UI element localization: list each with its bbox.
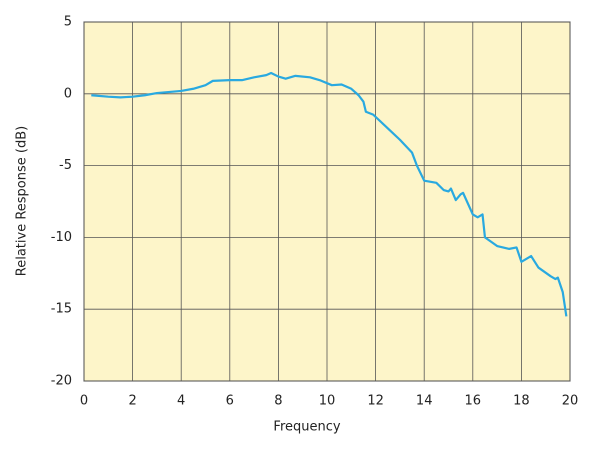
y-tick-label: -15 (51, 302, 72, 317)
x-tick-label: 6 (226, 394, 234, 409)
x-tick-label: 2 (128, 394, 136, 409)
y-tick-label: -10 (51, 230, 72, 245)
data-line (91, 71, 568, 317)
y-tick-label: 5 (64, 15, 72, 30)
x-tick-label: 16 (465, 394, 482, 409)
y-axis-label: Relative Response (dB) (15, 126, 30, 276)
x-tick-label: 4 (177, 394, 185, 409)
x-tick-label: 14 (416, 394, 433, 409)
y-tick-label: -20 (51, 374, 72, 389)
x-tick-label: 18 (513, 394, 530, 409)
x-tick-label: 10 (319, 394, 336, 409)
y-tick-label: 0 (64, 86, 72, 101)
x-axis-label: Frequency (273, 420, 340, 435)
x-tick-label: 20 (562, 394, 579, 409)
y-tick-label: -5 (59, 158, 72, 173)
x-tick-label: 8 (274, 394, 282, 409)
x-tick-label: 12 (367, 394, 384, 409)
x-tick-label: 0 (80, 394, 88, 409)
